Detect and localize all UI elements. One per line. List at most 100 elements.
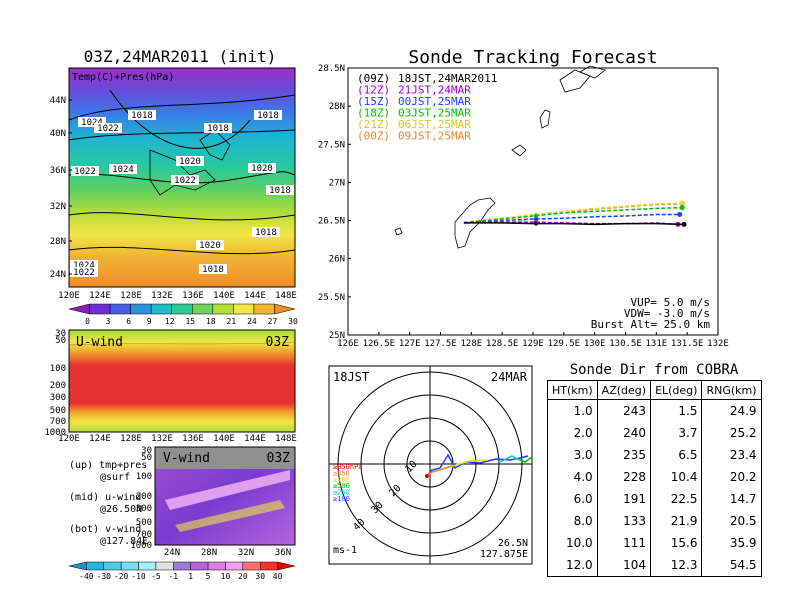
cobra-table-cell: 3.0	[547, 444, 598, 466]
legend-note-line1: (up) tmp+pres	[69, 460, 147, 471]
cobra-table-cell: 1.0	[547, 399, 598, 422]
v-colorbar-tick: -1	[168, 572, 178, 581]
tracking-x-tick: 131.5E	[671, 339, 704, 349]
polar-level-label: ≥250	[333, 489, 350, 497]
cobra-table-cell: 243	[596, 399, 652, 422]
temp-map-lon-tick: 128E	[120, 291, 142, 301]
tracking-x-tick: 126E	[337, 339, 359, 349]
isobar-label: 1018	[207, 124, 229, 134]
left-panel-title: 03Z,24MAR2011 (init)	[84, 47, 277, 66]
tracking-x-tick: 126.5E	[363, 339, 396, 349]
tracking-y-tick: 28.5N	[318, 64, 345, 74]
cobra-table-cell: 235	[596, 444, 652, 466]
tracking-legend-time: 18JST,24MAR2011	[398, 72, 497, 85]
temp-map-lon-tick: 120E	[58, 291, 80, 301]
v-colorbar-swatch	[120, 561, 139, 571]
tracking-y-tick: 25.5N	[318, 293, 345, 303]
v-wind-lat-tick: 36N	[275, 548, 291, 558]
v-wind-pressure-tick: 300	[136, 504, 152, 514]
tracking-mid-point	[534, 213, 538, 218]
tracking-end-point	[677, 211, 683, 217]
u-wind-lon-ticks: 120E 124E 128E 132E 136E 140E 144E 148E	[58, 434, 297, 444]
tracking-legend-time: 21JST,24MAR	[398, 84, 471, 97]
polar-unit: ms-1	[333, 545, 357, 556]
tracking-legend: (09Z) 18JST,24MAR2011 (12Z) 21JST,24MAR (15Z…	[357, 72, 497, 143]
v-wind-colorbar-ticks: -40 -30 -20 -10 -5 -1 1 5 10 20 30 40	[79, 572, 282, 581]
tracking-mid-point	[534, 217, 538, 222]
u-wind-lon-tick: 124E	[89, 434, 111, 444]
polar-level-label: ≥100	[333, 495, 350, 503]
cobra-table-header: HT(km) AZ(deg) EL(deg) RNG(km)	[547, 380, 762, 400]
temp-map-lat-ticks: 44N 40N 36N 32N 28N 24N	[50, 96, 72, 280]
temp-colorbar-tick: 30	[288, 317, 298, 326]
isobar-label: 1018	[131, 111, 153, 121]
isobar-label: 1022	[74, 167, 96, 177]
temp-colorbar-swatch	[150, 303, 172, 315]
v-wind-cross-section	[154, 446, 296, 546]
v-colorbar-swatch	[242, 561, 261, 571]
v-colorbar-tick: -30	[97, 572, 112, 581]
u-wind-pressure-tick: 30	[55, 329, 66, 339]
cobra-table-cell: 10.0	[547, 532, 598, 554]
cobra-table-row: 10.0 111 15.6 35.9	[547, 532, 762, 554]
tracking-plot-area	[347, 65, 719, 336]
isobar-label: 1020	[179, 157, 201, 167]
polar-level-label: ≥500	[333, 482, 350, 490]
cobra-table-cell: 15.6	[650, 532, 703, 554]
cobra-table-cell: 6.5	[650, 444, 703, 466]
temp-colorbar-tick: 15	[185, 317, 195, 326]
tracking-end-point	[679, 205, 685, 211]
temperature-colorbar	[68, 303, 296, 315]
tracking-y-tick: 26N	[329, 255, 345, 265]
v-colorbar-swatch	[259, 561, 278, 571]
v-colorbar-tick: 10	[221, 572, 231, 581]
isobar-label: 1020	[251, 164, 273, 174]
cobra-table-cell: 240	[596, 422, 652, 444]
isobar-label: 1018	[202, 265, 224, 275]
v-wind-lat-ticks: 24N 28N 32N 36N	[164, 548, 291, 558]
v-colorbar-tick: -5	[151, 572, 161, 581]
v-colorbar-tick: -20	[114, 572, 129, 581]
temp-colorbar-swatch	[109, 303, 131, 315]
cobra-table-cell: 228	[596, 466, 652, 488]
u-wind-label: U-wind	[76, 335, 123, 350]
wind-hodograph-panel	[328, 365, 533, 565]
cobra-table-cell: 35.9	[701, 532, 762, 554]
cobra-table-row: 1.0 243 1.5 24.9	[547, 399, 762, 422]
temp-map-lon-ticks: 120E 124E 128E 132E 136E 140E 144E 148E	[58, 291, 297, 301]
u-wind-lon-tick: 128E	[120, 434, 142, 444]
cobra-table-row: 2.0 240 3.7 25.2	[547, 422, 762, 444]
temp-map-lon-tick: 148E	[275, 291, 297, 301]
temp-colorbar-swatch	[212, 303, 234, 315]
tracking-legend-code: (00Z)	[357, 130, 390, 143]
tracking-legend-code: (12Z)	[357, 84, 390, 97]
cobra-table-cell: 1.5	[650, 399, 703, 422]
temp-map-lat-tick: 24N	[50, 270, 66, 280]
temp-map-lat-tick: 32N	[50, 202, 66, 212]
v-wind-lat-tick: 24N	[164, 548, 180, 558]
u-wind-cross-section	[68, 329, 296, 433]
temp-map-lon-tick: 132E	[151, 291, 173, 301]
tracking-y-tick: 25N	[329, 331, 345, 341]
cobra-table-cell: 24.9	[701, 399, 762, 422]
v-wind-lat-tick: 28N	[201, 548, 217, 558]
v-wind-pressure-tick: 700	[136, 530, 152, 540]
polar-level-label: ≥850	[333, 469, 350, 477]
tracking-end-point	[681, 221, 687, 227]
tracking-x-tick: 129E	[522, 339, 544, 349]
cobra-column-header: EL(deg)	[650, 380, 703, 400]
tracking-legend-time: 00JST,25MAR	[398, 95, 471, 108]
v-colorbar-tick: 30	[255, 572, 265, 581]
temp-colorbar-swatch	[233, 303, 255, 315]
cobra-column-header: RNG(km)	[701, 380, 762, 400]
v-colorbar-swatch	[190, 561, 209, 571]
v-colorbar-swatch	[225, 561, 244, 571]
u-wind-lon-tick: 120E	[58, 434, 80, 444]
temp-colorbar-tick: 3	[106, 317, 111, 326]
temp-colorbar-tick: 21	[227, 317, 237, 326]
legend-note-line2: @127.84E	[100, 536, 148, 547]
tracking-end-point	[679, 200, 685, 206]
temp-map-lon-tick: 136E	[182, 291, 204, 301]
